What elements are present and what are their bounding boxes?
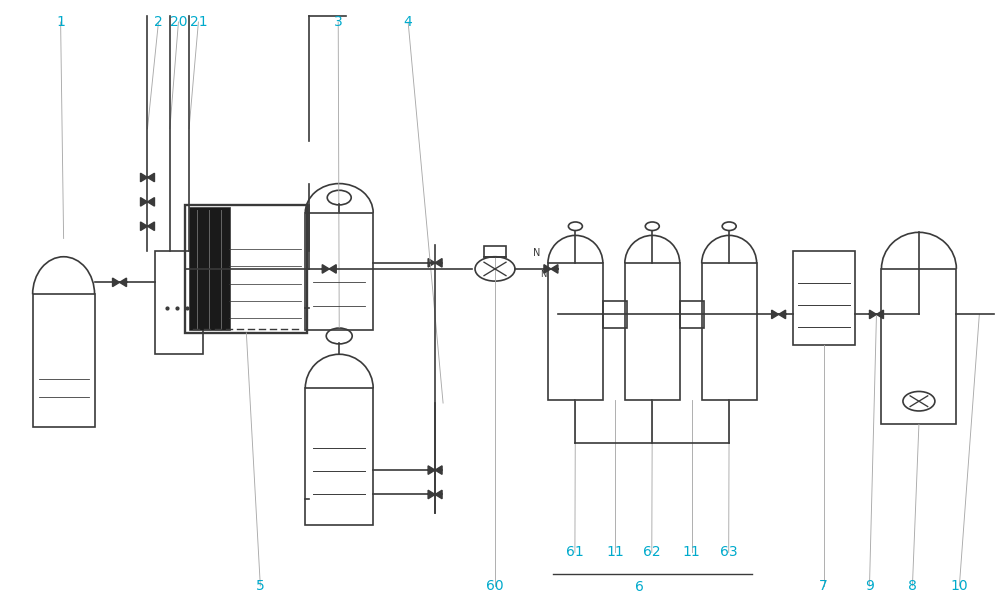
Bar (305, 389, 373, 525)
Polygon shape (113, 278, 120, 287)
Polygon shape (140, 197, 147, 206)
Polygon shape (551, 265, 558, 273)
Polygon shape (544, 265, 551, 273)
Polygon shape (120, 278, 127, 287)
Polygon shape (428, 490, 435, 499)
Bar (702, 263, 757, 400)
Polygon shape (435, 490, 442, 499)
Text: 3: 3 (334, 15, 343, 29)
Text: 20: 20 (170, 15, 187, 29)
Bar (793, 251, 855, 345)
Text: 1: 1 (56, 15, 65, 29)
Polygon shape (869, 310, 876, 319)
Bar (155, 251, 203, 354)
Text: 5: 5 (256, 579, 265, 593)
Polygon shape (779, 310, 786, 319)
Bar (603, 301, 627, 328)
Text: 61: 61 (566, 546, 584, 560)
Polygon shape (147, 222, 154, 230)
Text: 6: 6 (635, 580, 644, 594)
Polygon shape (147, 197, 154, 206)
Bar (33, 295, 95, 428)
Text: 2: 2 (154, 15, 163, 29)
Polygon shape (428, 258, 435, 267)
Polygon shape (428, 466, 435, 474)
Polygon shape (876, 310, 883, 319)
Polygon shape (140, 222, 147, 230)
Text: 7: 7 (819, 579, 828, 593)
Bar (548, 263, 603, 400)
Text: 10: 10 (951, 579, 968, 593)
Bar (189, 207, 230, 331)
Bar (881, 269, 956, 425)
Polygon shape (140, 173, 147, 181)
Polygon shape (322, 265, 329, 273)
Bar (484, 246, 506, 257)
Text: 11: 11 (606, 546, 624, 560)
Text: 63: 63 (720, 546, 737, 560)
Polygon shape (147, 173, 154, 181)
Polygon shape (435, 258, 442, 267)
Text: 4: 4 (404, 15, 413, 29)
Text: 62: 62 (643, 546, 661, 560)
Text: N: N (540, 270, 546, 279)
Text: 8: 8 (908, 579, 917, 593)
Polygon shape (772, 310, 779, 319)
Text: 60: 60 (486, 579, 504, 593)
Polygon shape (435, 466, 442, 474)
Text: 11: 11 (683, 546, 701, 560)
Bar (305, 213, 373, 330)
Text: N: N (533, 248, 541, 258)
Bar (185, 205, 307, 333)
Polygon shape (329, 265, 336, 273)
Text: 21: 21 (190, 15, 207, 29)
Bar (625, 263, 680, 400)
Bar (680, 301, 704, 328)
Text: 9: 9 (865, 579, 874, 593)
